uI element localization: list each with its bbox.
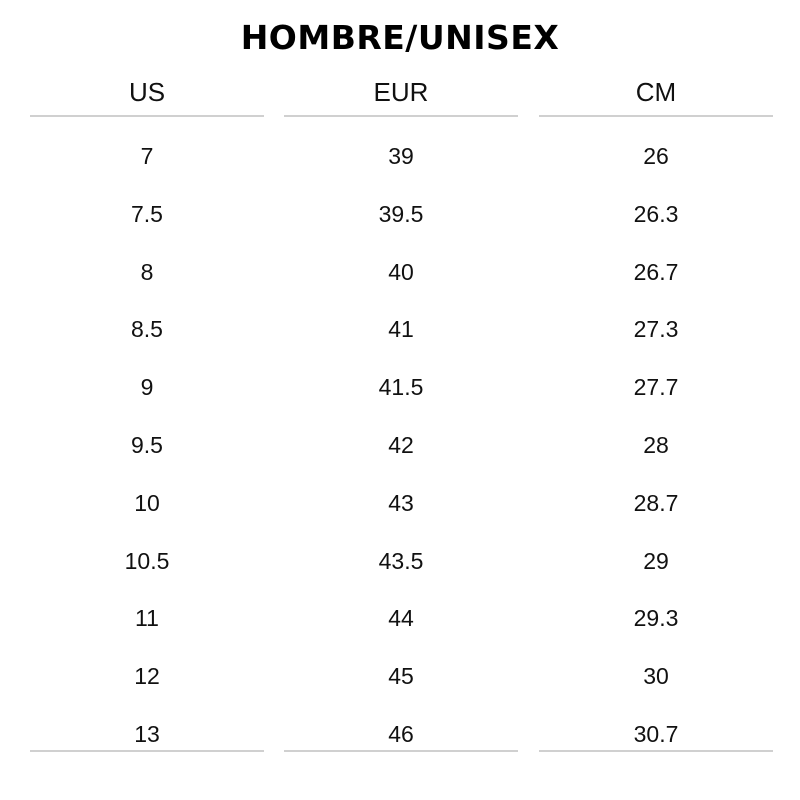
column-header: US: [128, 77, 166, 107]
table-cell: 26.3: [633, 200, 679, 227]
table-cell: 26.7: [633, 258, 679, 285]
table-cell: 43: [388, 489, 414, 516]
table-cell: 7: [140, 143, 154, 169]
table-cell: 27.3: [633, 316, 679, 343]
table-cell: 41.5: [378, 374, 424, 401]
table-cell: 44: [388, 605, 414, 632]
table-cell: 40: [388, 258, 414, 285]
divider-bottom: [539, 750, 773, 752]
table-cell: 30.7: [633, 721, 679, 747]
table-cell: 9: [140, 374, 154, 401]
table-cell: 28: [643, 432, 669, 458]
table-cell: 8.5: [131, 316, 163, 343]
column-header: CM: [635, 77, 677, 107]
page-title: HOMBRE/UNISEX: [240, 18, 560, 57]
divider-top: [30, 115, 264, 117]
table-cell: 7.5: [131, 200, 163, 227]
table-cell: 11: [135, 605, 159, 632]
table-cell: 10.5: [124, 547, 170, 574]
table-cell: 30: [643, 663, 669, 690]
table-cell: 29: [643, 547, 669, 574]
table-cell: 42: [388, 432, 414, 458]
table-cell: 29.3: [633, 605, 679, 632]
table-cell: 26: [643, 143, 669, 169]
column-us: US 7 7.5 8 8.5 9 9.5 10 10.5 11 12 13: [30, 0, 264, 800]
table-cell: 27.7: [633, 374, 679, 401]
table-cell: 13: [134, 721, 160, 747]
table-cell: 39.5: [378, 200, 424, 227]
divider-bottom: [284, 750, 518, 752]
column-cm: CM 26 26.3 26.7 27.3 27.7 28 28.7 29 29.3 30 30.7: [539, 0, 773, 800]
table-cell: 28.7: [633, 489, 679, 516]
table-cell: 41: [388, 316, 414, 343]
column-header: EUR: [373, 77, 429, 107]
table-cell: 43.5: [378, 547, 424, 574]
table-cell: 45: [388, 663, 414, 690]
table-cell: 9.5: [131, 432, 163, 458]
table-cell: 46: [388, 721, 414, 747]
table-cell: 39: [388, 143, 414, 169]
column-eur: EUR 39 39.5 40 41 41.5 42 43 43.5 44 45 46: [284, 0, 518, 800]
divider-top: [284, 115, 518, 117]
divider-bottom: [30, 750, 264, 752]
divider-top: [539, 115, 773, 117]
table-cell: 8: [140, 258, 154, 285]
table-cell: 10: [134, 489, 160, 516]
table-cell: 12: [134, 663, 160, 690]
